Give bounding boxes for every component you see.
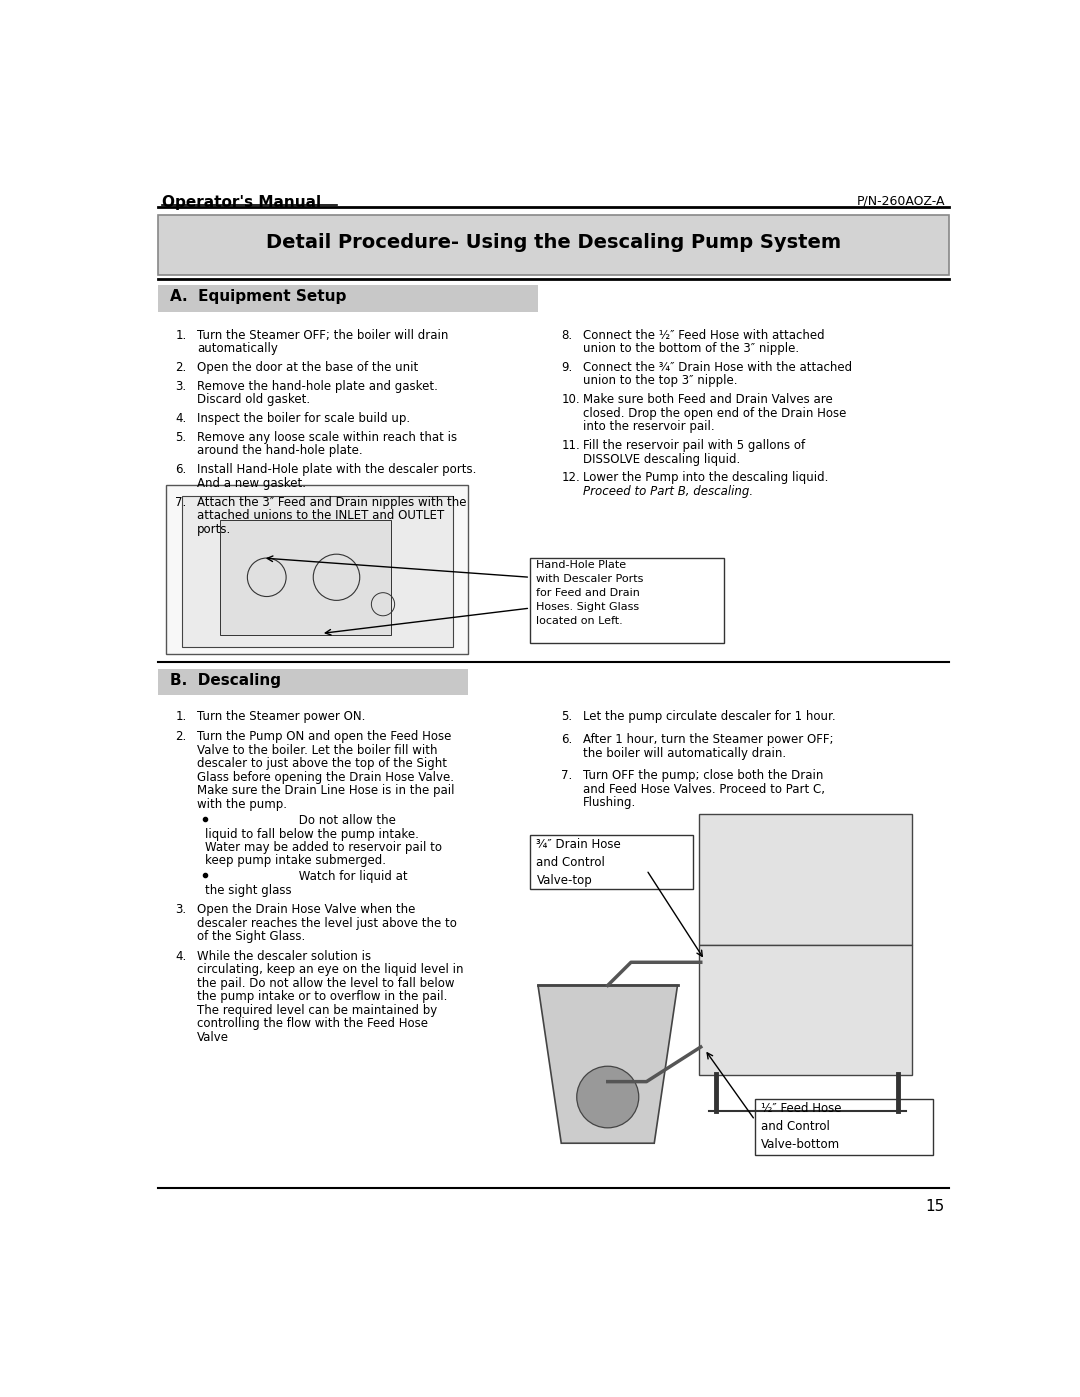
FancyBboxPatch shape (159, 215, 948, 275)
Text: 4.: 4. (175, 412, 187, 425)
Text: Open the door at the base of the unit: Open the door at the base of the unit (197, 360, 418, 374)
Text: Valve to the boiler. Let the boiler fill with: Valve to the boiler. Let the boiler fill… (197, 743, 437, 757)
Text: 6.: 6. (175, 464, 187, 476)
Text: controlling the flow with the Feed Hose: controlling the flow with the Feed Hose (197, 1017, 428, 1031)
Text: Turn the Pump ON and open the Feed Hose: Turn the Pump ON and open the Feed Hose (197, 731, 451, 743)
Text: Remove the hand-hole plate and gasket.: Remove the hand-hole plate and gasket. (197, 380, 437, 393)
Text: Remove any loose scale within reach that is: Remove any loose scale within reach that… (197, 432, 457, 444)
Text: Turn the Steamer power ON.: Turn the Steamer power ON. (197, 711, 365, 724)
Text: Open the Drain Hose Valve when the: Open the Drain Hose Valve when the (197, 904, 416, 916)
Text: Proceed to Part B, descaling.: Proceed to Part B, descaling. (583, 485, 753, 497)
Text: closed. Drop the open end of the Drain Hose: closed. Drop the open end of the Drain H… (583, 407, 847, 419)
Text: attached unions to the INLET and OUTLET: attached unions to the INLET and OUTLET (197, 509, 444, 522)
FancyBboxPatch shape (699, 814, 912, 944)
Text: Glass before opening the Drain Hose Valve.: Glass before opening the Drain Hose Valv… (197, 771, 454, 784)
Text: into the reservoir pail.: into the reservoir pail. (583, 420, 715, 433)
Text: 12.: 12. (562, 471, 580, 485)
Polygon shape (538, 985, 677, 1143)
Text: Attach the 3″ Feed and Drain nipples with the: Attach the 3″ Feed and Drain nipples wit… (197, 496, 467, 509)
Text: 2.: 2. (175, 360, 187, 374)
FancyBboxPatch shape (530, 557, 724, 643)
Text: automatically: automatically (197, 342, 278, 355)
FancyBboxPatch shape (755, 1099, 933, 1155)
FancyBboxPatch shape (530, 835, 693, 888)
Text: Watch for liquid at: Watch for liquid at (205, 870, 407, 883)
Text: 6.: 6. (562, 733, 572, 746)
Text: Fill the reservoir pail with 5 gallons of: Fill the reservoir pail with 5 gallons o… (583, 439, 805, 453)
Text: union to the top 3″ nipple.: union to the top 3″ nipple. (583, 374, 738, 387)
Text: the sight glass: the sight glass (205, 884, 292, 897)
Text: 4.: 4. (175, 950, 187, 963)
Text: around the hand-hole plate.: around the hand-hole plate. (197, 444, 363, 457)
Text: 5.: 5. (562, 711, 572, 724)
Text: ports.: ports. (197, 522, 231, 535)
FancyBboxPatch shape (699, 946, 912, 1076)
Text: Make sure both Feed and Drain Valves are: Make sure both Feed and Drain Valves are (583, 393, 833, 407)
Text: 2.: 2. (175, 731, 187, 743)
Text: Flushing.: Flushing. (583, 796, 636, 809)
Text: union to the bottom of the 3″ nipple.: union to the bottom of the 3″ nipple. (583, 342, 799, 355)
Text: 5.: 5. (175, 432, 187, 444)
Text: 9.: 9. (562, 360, 572, 374)
Text: Operator's Manual: Operator's Manual (162, 194, 321, 210)
Text: 3.: 3. (175, 380, 187, 393)
Text: Do not allow the: Do not allow the (205, 814, 395, 827)
Text: Connect the ½″ Feed Hose with attached: Connect the ½″ Feed Hose with attached (583, 328, 824, 342)
Text: ¾″ Drain Hose
and Control
Valve-top: ¾″ Drain Hose and Control Valve-top (537, 838, 621, 887)
Text: descaler reaches the level just above the to: descaler reaches the level just above th… (197, 916, 457, 930)
Text: 1.: 1. (175, 711, 187, 724)
Text: Lower the Pump into the descaling liquid.: Lower the Pump into the descaling liquid… (583, 471, 828, 485)
Text: Let the pump circulate descaler for 1 hour.: Let the pump circulate descaler for 1 ho… (583, 711, 836, 724)
Text: Install Hand-Hole plate with the descaler ports.: Install Hand-Hole plate with the descale… (197, 464, 476, 476)
Text: The required level can be maintained by: The required level can be maintained by (197, 1004, 437, 1017)
Text: Inspect the boiler for scale build up.: Inspect the boiler for scale build up. (197, 412, 410, 425)
FancyBboxPatch shape (166, 485, 469, 654)
Text: with the pump.: with the pump. (197, 798, 287, 810)
Text: circulating, keep an eye on the liquid level in: circulating, keep an eye on the liquid l… (197, 964, 463, 977)
FancyBboxPatch shape (159, 285, 538, 312)
Text: 7.: 7. (175, 496, 187, 509)
Text: After 1 hour, turn the Steamer power OFF;: After 1 hour, turn the Steamer power OFF… (583, 733, 834, 746)
Text: Water may be added to reservoir pail to: Water may be added to reservoir pail to (205, 841, 442, 854)
Text: the pump intake or to overflow in the pail.: the pump intake or to overflow in the pa… (197, 990, 447, 1003)
Text: Valve: Valve (197, 1031, 229, 1044)
Text: 11.: 11. (562, 439, 580, 453)
FancyBboxPatch shape (220, 520, 391, 636)
Text: the pail. Do not allow the level to fall below: the pail. Do not allow the level to fall… (197, 977, 455, 990)
Text: 7.: 7. (562, 770, 572, 782)
Text: Connect the ¾″ Drain Hose with the attached: Connect the ¾″ Drain Hose with the attac… (583, 360, 852, 374)
Text: 1.: 1. (175, 328, 187, 342)
Text: descaler to just above the top of the Sight: descaler to just above the top of the Si… (197, 757, 447, 770)
FancyBboxPatch shape (159, 669, 469, 696)
Text: Turn OFF the pump; close both the Drain: Turn OFF the pump; close both the Drain (583, 770, 823, 782)
Text: and Feed Hose Valves. Proceed to Part C,: and Feed Hose Valves. Proceed to Part C, (583, 782, 825, 796)
Text: 3.: 3. (175, 904, 187, 916)
Text: 8.: 8. (562, 328, 572, 342)
Text: Hand-Hole Plate
with Descaler Ports
for Feed and Drain
Hoses. Sight Glass
locate: Hand-Hole Plate with Descaler Ports for … (537, 560, 644, 626)
Text: Make sure the Drain Line Hose is in the pail: Make sure the Drain Line Hose is in the … (197, 784, 455, 798)
Text: 10.: 10. (562, 393, 580, 407)
Text: the boiler will automatically drain.: the boiler will automatically drain. (583, 746, 786, 760)
Text: Turn the Steamer OFF; the boiler will drain: Turn the Steamer OFF; the boiler will dr… (197, 328, 448, 342)
Text: liquid to fall below the pump intake.: liquid to fall below the pump intake. (205, 827, 419, 841)
Circle shape (577, 1066, 638, 1127)
FancyBboxPatch shape (181, 496, 453, 647)
Text: While the descaler solution is: While the descaler solution is (197, 950, 372, 963)
Text: P/N-260AOZ-A: P/N-260AOZ-A (856, 194, 945, 208)
Text: A.  Equipment Setup: A. Equipment Setup (170, 289, 347, 303)
Text: ½″ Feed Hose
and Control
Valve-bottom: ½″ Feed Hose and Control Valve-bottom (761, 1102, 841, 1151)
Text: Detail Procedure- Using the Descaling Pump System: Detail Procedure- Using the Descaling Pu… (266, 233, 841, 251)
Text: Discard old gasket.: Discard old gasket. (197, 393, 310, 407)
Text: And a new gasket.: And a new gasket. (197, 476, 306, 490)
Text: 15: 15 (926, 1200, 945, 1214)
Text: keep pump intake submerged.: keep pump intake submerged. (205, 855, 386, 868)
Text: B.  Descaling: B. Descaling (170, 673, 281, 687)
Text: DISSOLVE descaling liquid.: DISSOLVE descaling liquid. (583, 453, 740, 465)
Text: of the Sight Glass.: of the Sight Glass. (197, 930, 306, 943)
